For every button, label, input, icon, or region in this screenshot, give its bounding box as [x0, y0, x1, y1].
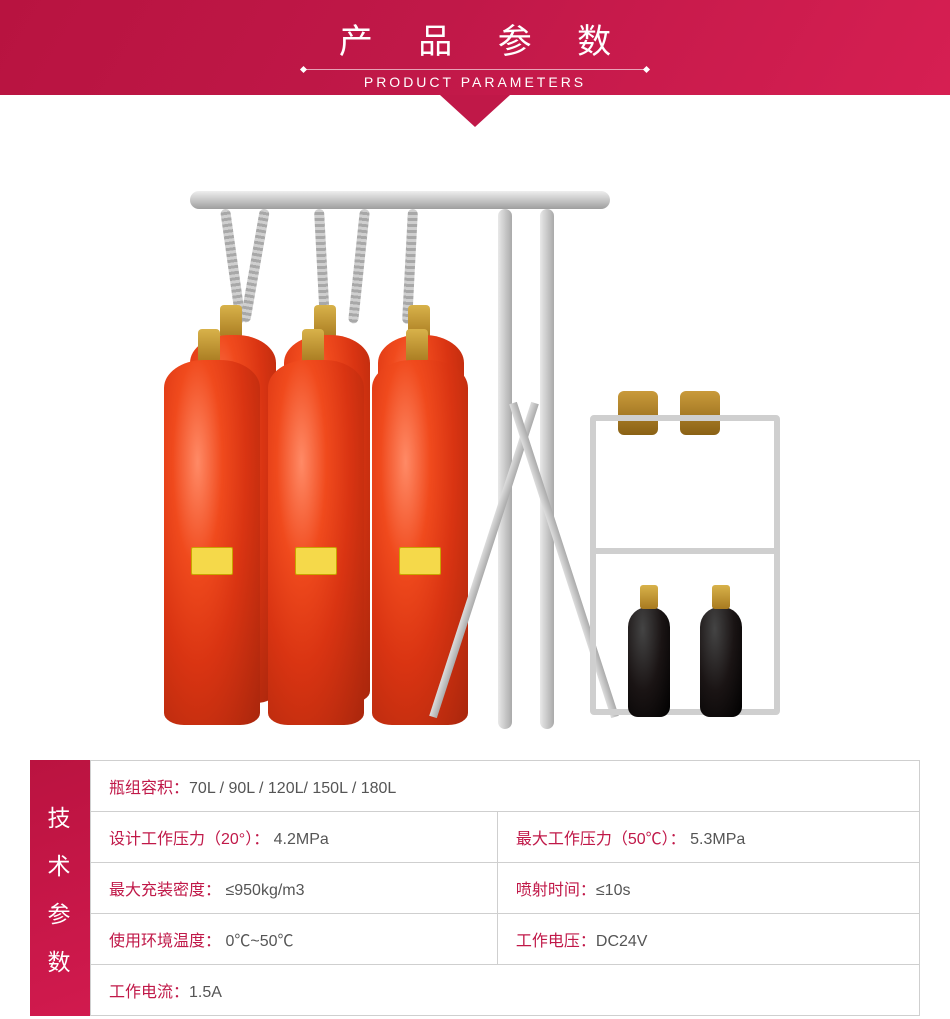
spec-label: 最大充装密度：	[109, 882, 221, 899]
spec-label: 设计工作压力（20°）：	[109, 831, 269, 848]
banner-title-en: PRODUCT PARAMETERS	[0, 74, 950, 90]
spec-label: 喷射时间：	[516, 882, 596, 899]
table-row: 设计工作压力（20°）： 4.2MPa 最大工作压力（50℃）： 5.3MPa	[91, 812, 920, 863]
spec-cell: 瓶组容积：70L / 90L / 120L/ 150L / 180L	[91, 761, 920, 812]
spec-label: 最大工作压力（50℃）：	[516, 831, 686, 848]
side-char: 数	[48, 943, 73, 977]
spec-value: ≤10s	[596, 882, 631, 899]
side-char: 技	[48, 799, 73, 833]
spec-value: 4.2MPa	[269, 831, 329, 848]
spec-cell: 最大工作压力（50℃）： 5.3MPa	[497, 812, 919, 863]
product-illustration	[0, 95, 950, 745]
pilot-cylinder	[700, 607, 742, 717]
gas-cylinder	[372, 360, 468, 725]
gas-cylinder	[268, 360, 364, 725]
spec-cell: 最大充装密度： ≤950kg/m3	[91, 863, 498, 914]
banner-divider	[305, 69, 645, 70]
spec-value: DC24V	[596, 933, 648, 950]
spec-table-wrap: 技 术 参 数 瓶组容积：70L / 90L / 120L/ 150L / 18…	[30, 760, 920, 1016]
spec-value: 1.5A	[189, 984, 222, 1001]
spec-label: 使用环境温度：	[109, 933, 221, 950]
spec-value: 5.3MPa	[686, 831, 746, 848]
cylinder-valve	[406, 329, 428, 363]
cylinder-rig	[160, 155, 800, 705]
down-pipe	[540, 209, 554, 729]
spec-label: 工作电流：	[109, 984, 189, 1001]
flex-hose	[240, 208, 270, 323]
spec-side-label: 技 术 参 数	[30, 760, 90, 1016]
header-banner: 产 品 参 数 PRODUCT PARAMETERS	[0, 0, 950, 95]
manifold-pipe	[190, 191, 610, 209]
flex-hose	[348, 208, 370, 323]
side-char: 术	[48, 847, 73, 881]
spec-table: 瓶组容积：70L / 90L / 120L/ 150L / 180L 设计工作压…	[90, 760, 920, 1016]
spec-label: 瓶组容积：	[109, 780, 189, 797]
spec-value: 0℃~50℃	[221, 933, 294, 950]
table-row: 使用环境温度： 0℃~50℃ 工作电压：DC24V	[91, 914, 920, 965]
cylinder-valve	[198, 329, 220, 363]
spec-cell: 设计工作压力（20°）： 4.2MPa	[91, 812, 498, 863]
table-row: 最大充装密度： ≤950kg/m3 喷射时间：≤10s	[91, 863, 920, 914]
table-row: 工作电流：1.5A	[91, 965, 920, 1016]
spec-value: 70L / 90L / 120L/ 150L / 180L	[189, 780, 396, 797]
cylinder-valve	[302, 329, 324, 363]
pilot-rack	[590, 415, 780, 715]
cylinder-valve	[220, 305, 242, 339]
gas-cylinder	[164, 360, 260, 725]
table-row: 瓶组容积：70L / 90L / 120L/ 150L / 180L	[91, 761, 920, 812]
spec-cell: 工作电流：1.5A	[91, 965, 920, 1016]
banner-title-cn: 产 品 参 数	[0, 0, 950, 63]
spec-label: 工作电压：	[516, 933, 596, 950]
spec-cell: 工作电压：DC24V	[497, 914, 919, 965]
side-char: 参	[48, 895, 73, 929]
spec-cell: 喷射时间：≤10s	[497, 863, 919, 914]
spec-cell: 使用环境温度： 0℃~50℃	[91, 914, 498, 965]
spec-value: ≤950kg/m3	[221, 882, 305, 899]
pilot-cylinder	[628, 607, 670, 717]
